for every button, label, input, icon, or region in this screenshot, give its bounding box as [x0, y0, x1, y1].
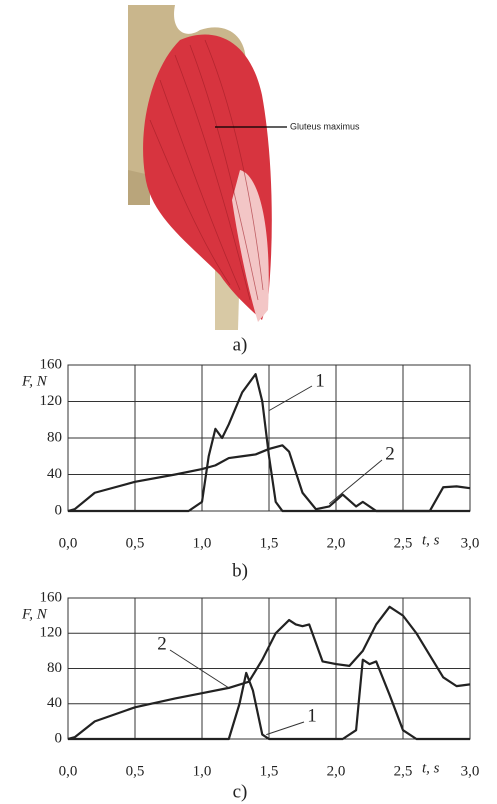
y-tick-label: 120: [40, 393, 63, 409]
y-tick-label: 40: [47, 695, 62, 711]
x-axis-label: t, s: [422, 760, 440, 776]
x-tick-label: 0,0: [59, 763, 78, 779]
y-tick-label: 80: [47, 429, 62, 445]
x-axis-label: t, s: [422, 532, 440, 548]
x-tick-label: 1,5: [260, 535, 279, 551]
y-axis-label: F, N: [21, 373, 48, 389]
annotation-leader: [269, 386, 312, 411]
figure: Gluteus maximus a) 040801201600,00,51,01…: [0, 0, 497, 804]
x-tick-label: 2,0: [327, 535, 346, 551]
y-tick-label: 160: [40, 356, 63, 372]
x-tick-label: 1,0: [193, 763, 212, 779]
y-tick-label: 0: [55, 730, 63, 746]
x-tick-label: 0,0: [59, 535, 78, 551]
x-tick-label: 0,5: [126, 535, 145, 551]
x-tick-label: 1,5: [260, 763, 279, 779]
y-tick-label: 120: [40, 625, 63, 641]
series-label: 2: [157, 633, 167, 654]
y-axis-label: F, N: [21, 606, 48, 622]
y-tick-label: 160: [40, 589, 63, 605]
x-tick-label: 0,5: [126, 763, 145, 779]
caption: b): [232, 560, 248, 581]
series-label: 1: [315, 370, 325, 391]
y-tick-label: 40: [47, 466, 62, 482]
y-tick-label: 0: [55, 502, 63, 518]
x-tick-label: 2,5: [394, 535, 413, 551]
muscle-label: Gluteus maximus: [290, 121, 360, 131]
muscle-illustration: [128, 5, 287, 330]
x-tick-label: 3,0: [461, 763, 480, 779]
series-label: 2: [385, 443, 395, 464]
x-tick-label: 2,5: [394, 763, 413, 779]
series-label: 1: [307, 705, 317, 726]
x-tick-label: 1,0: [193, 535, 212, 551]
x-tick-label: 3,0: [461, 535, 480, 551]
caption: c): [233, 781, 248, 802]
x-tick-label: 2,0: [327, 763, 346, 779]
annotation-leader: [329, 460, 382, 504]
annotation-leader: [266, 722, 304, 735]
y-tick-label: 80: [47, 660, 62, 676]
caption: a): [233, 334, 248, 355]
